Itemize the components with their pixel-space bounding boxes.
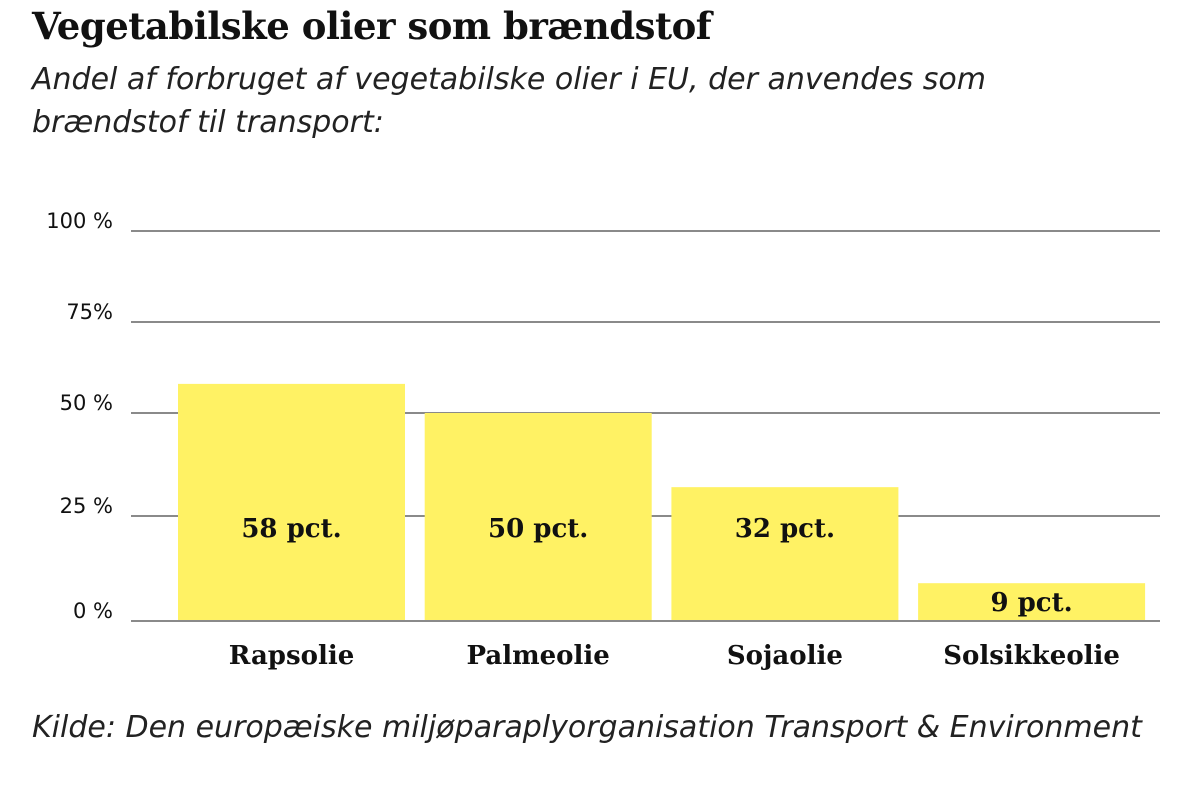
data-label: 58 pct. [241,514,341,544]
source-note: Kilde: Den europæiske miljøparaplyorgani… [32,710,1142,745]
chart-title: Vegetabilske olier som brændstof [32,4,712,48]
y-tick-label: 25 % [60,494,113,518]
x-category-label: Solsikkeolie [943,641,1120,671]
y-tick-label: 100 % [46,209,113,233]
x-category-label: Sojaolie [727,641,843,671]
data-label: 50 pct. [488,514,588,544]
data-label: 9 pct. [990,588,1072,618]
chart-subtitle: Andel af forbruget af vegetabilske olier… [32,62,986,140]
y-tick-label: 75% [66,300,113,324]
data-label: 32 pct. [735,514,835,544]
x-category-label: Rapsolie [229,641,355,671]
x-category-label: Palmeolie [467,641,610,671]
bar [178,383,405,621]
y-tick-label: 0 % [73,599,113,623]
bar [918,583,1146,621]
bar [424,413,652,621]
bar [671,487,899,621]
y-tick-label: 50 % [60,391,113,415]
